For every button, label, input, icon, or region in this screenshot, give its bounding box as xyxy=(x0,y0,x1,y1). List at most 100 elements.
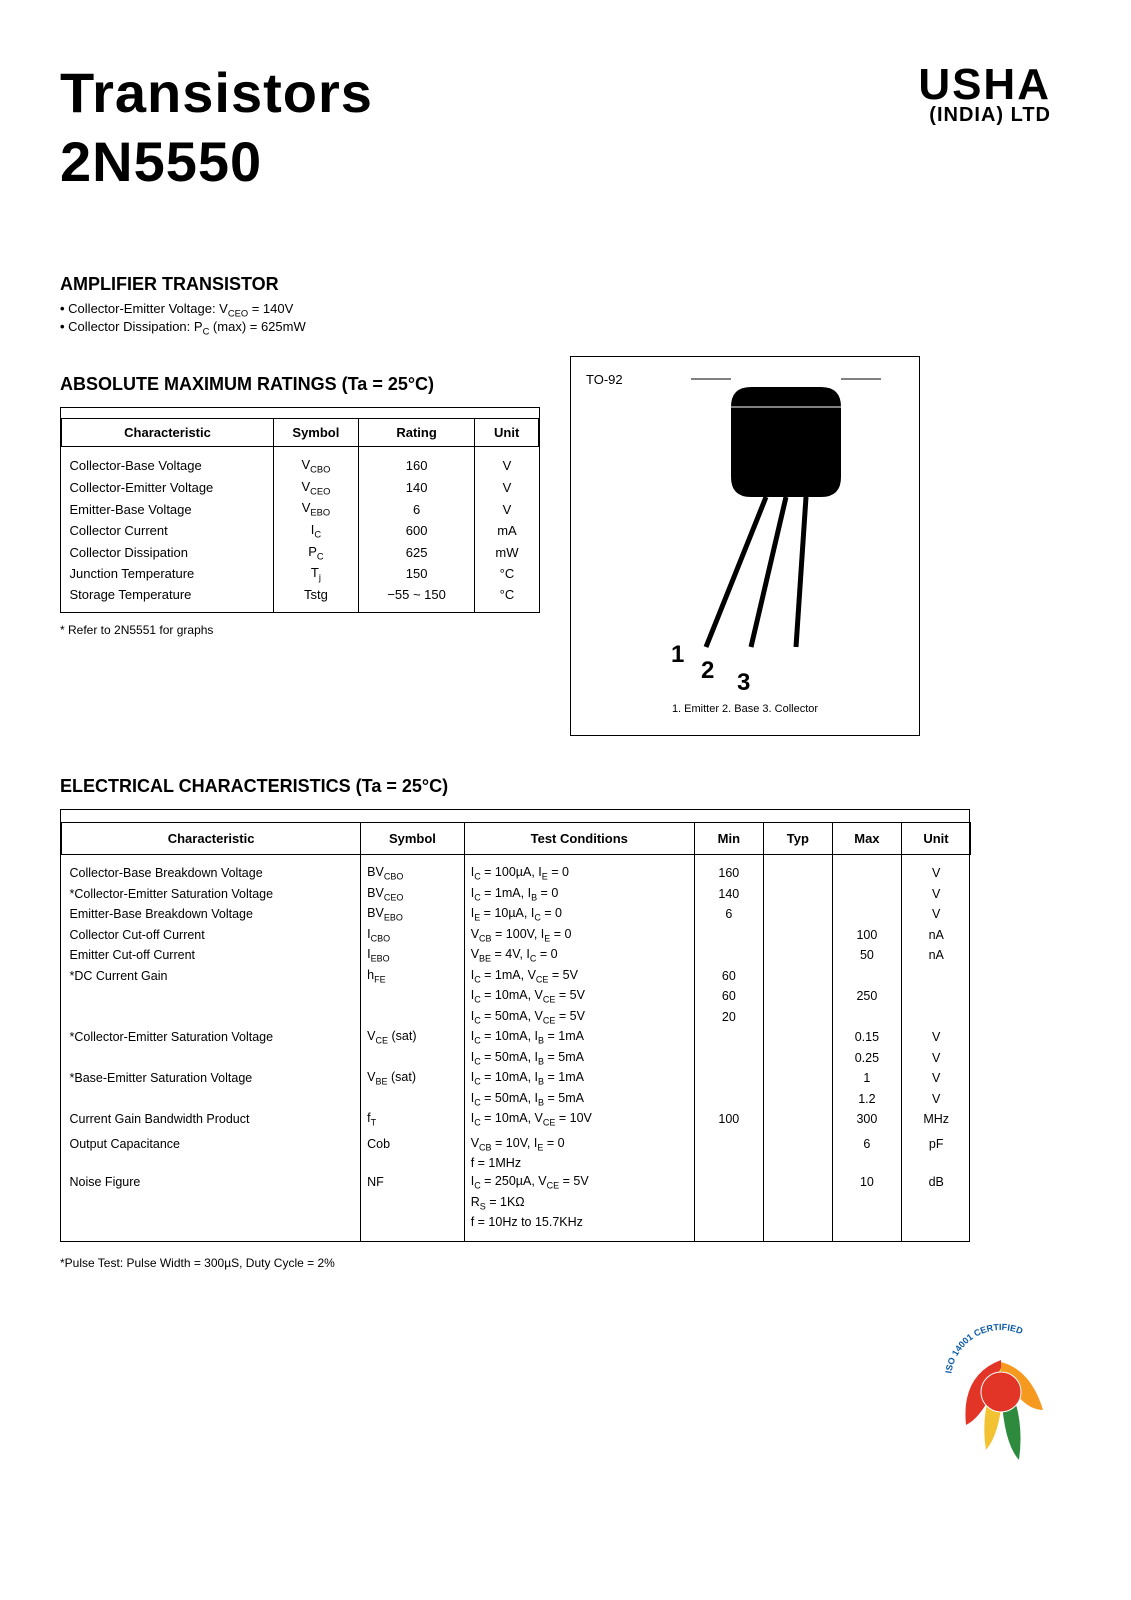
table-row: Collector-Base VoltageVCBO160V xyxy=(62,447,539,477)
elec-col-test: Test Conditions xyxy=(464,823,694,855)
table-cell: fT xyxy=(361,1109,465,1130)
title-line1: Transistors xyxy=(60,60,373,125)
table-cell: 140 xyxy=(358,477,475,499)
table-cell: Junction Temperature xyxy=(62,563,274,585)
title-block: Transistors 2N5550 xyxy=(60,60,373,194)
table-cell: IC = 10mA, IB = 1mA xyxy=(464,1027,694,1048)
table-cell xyxy=(361,1154,465,1172)
table-cell: BVEBO xyxy=(361,904,465,925)
table-cell: 6 xyxy=(358,498,475,520)
table-cell: V xyxy=(475,447,539,477)
table-cell: *Collector-Emitter Saturation Voltage xyxy=(62,884,361,905)
table-cell: IC = 1mA, IB = 0 xyxy=(464,884,694,905)
table-cell: V xyxy=(901,1089,970,1110)
table-cell: Collector Cut-off Current xyxy=(62,925,361,946)
elec-col-symbol: Symbol xyxy=(361,823,465,855)
table-cell: IC = 10mA, VCE = 5V xyxy=(464,986,694,1007)
table-cell: 60 xyxy=(694,966,763,987)
table-cell xyxy=(694,1154,763,1172)
table-cell xyxy=(832,1213,901,1241)
table-cell xyxy=(62,1193,361,1214)
table-cell: VCBO xyxy=(274,447,359,477)
table-cell xyxy=(901,966,970,987)
table-cell: IEBO xyxy=(361,945,465,966)
table-cell: f = 1MHz xyxy=(464,1154,694,1172)
table-cell: IC = 50mA, VCE = 5V xyxy=(464,1007,694,1028)
table-cell xyxy=(763,945,832,966)
table-cell: 0.15 xyxy=(832,1027,901,1048)
table-cell: *Collector-Emitter Saturation Voltage xyxy=(62,1027,361,1048)
table-cell: 0.25 xyxy=(832,1048,901,1069)
logo-text-top: USHA xyxy=(918,60,1051,110)
table-row: RS = 1KΩ xyxy=(62,1193,971,1214)
table-row: Collector CurrentIC600mA xyxy=(62,520,539,542)
elec-col-min: Min xyxy=(694,823,763,855)
svg-text:ISO 14001 CERTIFIED: ISO 14001 CERTIFIED xyxy=(943,1322,1024,1374)
title-line2: 2N5550 xyxy=(60,129,373,194)
company-logo: USHA (INDIA) LTD xyxy=(918,60,1051,127)
table-cell: VEBO xyxy=(274,498,359,520)
elec-col-unit: Unit xyxy=(901,823,970,855)
certification-badge-icon: ISO 14001 CERTIFIED xyxy=(931,1320,1071,1480)
amr-table: Characteristic Symbol Rating Unit Collec… xyxy=(61,418,539,612)
table-cell xyxy=(901,1213,970,1241)
table-row: f = 10Hz to 15.7KHz xyxy=(62,1213,971,1241)
table-cell: °C xyxy=(475,585,539,612)
table-cell xyxy=(694,1172,763,1193)
table-cell: 140 xyxy=(694,884,763,905)
table-cell: 50 xyxy=(832,945,901,966)
table-row: IC = 50mA, IB = 5mA1.2V xyxy=(62,1089,971,1110)
table-row: Emitter-Base Breakdown VoltageBVEBOIE = … xyxy=(62,904,971,925)
table-cell: V xyxy=(901,1068,970,1089)
table-cell: 100 xyxy=(832,925,901,946)
table-cell xyxy=(832,1193,901,1214)
table-cell xyxy=(694,1089,763,1110)
table-cell: IC = 100µA, IE = 0 xyxy=(464,855,694,884)
table-cell xyxy=(694,1048,763,1069)
table-row: Collector Cut-off CurrentICBOVCB = 100V,… xyxy=(62,925,971,946)
table-cell: Collector-Emitter Voltage xyxy=(62,477,274,499)
table-cell xyxy=(763,986,832,1007)
table-row: *Collector-Emitter Saturation VoltageBVC… xyxy=(62,884,971,905)
table-cell: Emitter-Base Breakdown Voltage xyxy=(62,904,361,925)
table-cell: 625 xyxy=(358,542,475,564)
table-cell xyxy=(694,925,763,946)
table-cell: nA xyxy=(901,925,970,946)
table-cell: −55 ~ 150 xyxy=(358,585,475,612)
table-row: IC = 10mA, VCE = 5V60250 xyxy=(62,986,971,1007)
table-cell xyxy=(832,884,901,905)
table-cell: *Base-Emitter Saturation Voltage xyxy=(62,1068,361,1089)
table-cell xyxy=(361,1193,465,1214)
table-cell xyxy=(361,986,465,1007)
table-cell xyxy=(763,1154,832,1172)
table-cell xyxy=(763,855,832,884)
table-cell xyxy=(763,1048,832,1069)
table-cell: ICBO xyxy=(361,925,465,946)
table-cell xyxy=(361,1213,465,1241)
table-cell xyxy=(763,925,832,946)
table-row: *Collector-Emitter Saturation VoltageVCE… xyxy=(62,1027,971,1048)
elec-col-max: Max xyxy=(832,823,901,855)
table-cell: 600 xyxy=(358,520,475,542)
table-cell: V xyxy=(475,498,539,520)
table-cell: 300 xyxy=(832,1109,901,1130)
table-cell xyxy=(694,1193,763,1214)
table-cell xyxy=(763,966,832,987)
table-cell: f = 10Hz to 15.7KHz xyxy=(464,1213,694,1241)
table-cell xyxy=(62,1048,361,1069)
table-cell: VCB = 10V, IE = 0 xyxy=(464,1134,694,1155)
table-cell xyxy=(901,1154,970,1172)
table-row: Emitter-Base VoltageVEBO6V xyxy=(62,498,539,520)
table-cell: mA xyxy=(475,520,539,542)
table-cell: IC = 50mA, IB = 5mA xyxy=(464,1048,694,1069)
table-cell xyxy=(763,1213,832,1241)
elec-col-characteristic: Characteristic xyxy=(62,823,361,855)
table-cell xyxy=(832,966,901,987)
table-cell: BVCEO xyxy=(361,884,465,905)
table-cell: dB xyxy=(901,1172,970,1193)
table-cell xyxy=(62,1154,361,1172)
amr-heading: ABSOLUTE MAXIMUM RATINGS (Ta = 25°C) xyxy=(60,374,540,395)
table-cell: VCE (sat) xyxy=(361,1027,465,1048)
table-cell xyxy=(832,1007,901,1028)
table-cell xyxy=(62,1007,361,1028)
